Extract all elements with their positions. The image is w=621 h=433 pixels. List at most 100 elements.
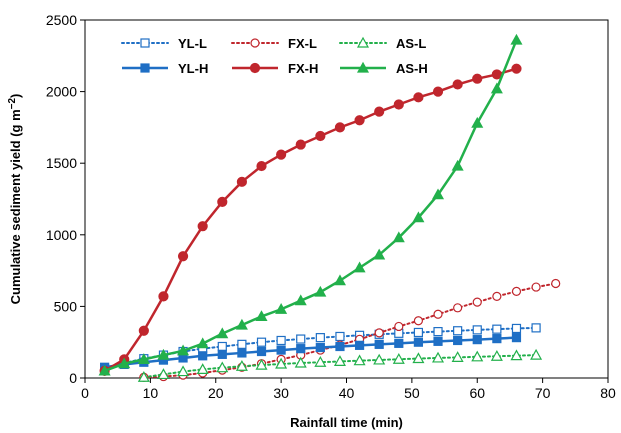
data-point-yl-l xyxy=(492,324,502,334)
data-point-as-l xyxy=(510,349,523,361)
legend-item-fx-l: FX-L xyxy=(231,36,317,51)
data-point-yl-l xyxy=(413,327,424,338)
data-point-yl-h xyxy=(472,335,482,345)
data-point-fx-l xyxy=(394,321,404,332)
data-point-as-h xyxy=(294,294,307,306)
data-point-fx-h xyxy=(472,73,483,84)
series-layer xyxy=(98,33,561,382)
data-point-fx-l xyxy=(453,303,463,313)
data-point-fx-h xyxy=(276,149,287,160)
data-point-yl-h xyxy=(256,346,267,357)
data-point-yl-h xyxy=(198,351,208,361)
legend-label-as-h: AS-H xyxy=(396,61,428,76)
data-point-yl-l xyxy=(433,327,443,337)
data-point-yl-l xyxy=(256,337,267,347)
series-as-l xyxy=(137,348,543,382)
data-point-as-l xyxy=(294,356,307,368)
data-point-yl-h xyxy=(237,348,247,358)
legend-marker-fx-l xyxy=(250,38,260,48)
data-point-as-l xyxy=(451,351,464,362)
data-point-yl-h xyxy=(374,339,384,349)
data-point-as-l xyxy=(373,353,386,365)
y-tick-label: 2500 xyxy=(46,12,77,28)
data-point-as-l xyxy=(137,371,150,382)
data-point-as-h xyxy=(98,364,111,376)
series-line-fx-h xyxy=(103,67,517,372)
data-point-yl-h xyxy=(492,334,502,344)
data-point-fx-h xyxy=(374,106,385,117)
legend: YL-L FX-L AS-L YL-H FX-H AS-H xyxy=(121,36,428,76)
data-point-as-l xyxy=(216,361,229,373)
plot-area xyxy=(84,19,609,379)
data-point-as-l xyxy=(432,351,445,363)
series-as-h xyxy=(98,33,523,376)
data-point-fx-h xyxy=(217,196,228,207)
legend-item-as-l: AS-L xyxy=(339,36,426,51)
data-point-yl-l xyxy=(276,335,286,346)
series-line-fx-l xyxy=(142,282,557,379)
data-point-as-h xyxy=(471,116,484,128)
legend-item-yl-h: YL-H xyxy=(122,61,208,76)
y-tick-label: 500 xyxy=(54,298,78,314)
data-point-fx-h xyxy=(138,325,149,336)
legend-label-fx-l: FX-L xyxy=(288,36,317,51)
data-point-as-h xyxy=(432,188,445,200)
data-point-as-h xyxy=(255,310,268,322)
plot-border xyxy=(84,19,609,379)
data-point-as-h xyxy=(196,337,209,349)
data-point-as-h xyxy=(490,82,503,94)
data-point-fx-l xyxy=(472,297,482,307)
data-point-fx-l xyxy=(413,316,424,326)
data-point-yl-h xyxy=(433,336,443,346)
data-point-yl-l xyxy=(315,333,325,343)
data-point-fx-h xyxy=(177,251,189,262)
data-point-as-h xyxy=(235,318,248,330)
data-point-as-h xyxy=(392,231,405,243)
y-axis-label-sup: −2 xyxy=(7,98,18,110)
series-line-as-h xyxy=(104,39,518,373)
legend-label-fx-h: FX-H xyxy=(288,61,318,76)
data-point-yl-h xyxy=(394,338,404,348)
data-point-as-h xyxy=(216,327,229,339)
data-point-yl-l xyxy=(511,323,522,334)
data-point-as-l xyxy=(196,363,209,375)
data-point-yl-h xyxy=(413,337,424,347)
data-point-yl-h xyxy=(276,345,286,355)
data-point-fx-h xyxy=(295,139,306,150)
x-tick-label: 30 xyxy=(273,385,289,401)
data-point-yl-h xyxy=(511,333,522,343)
data-point-fx-h xyxy=(432,86,444,97)
data-point-as-l xyxy=(392,353,405,364)
data-point-as-l xyxy=(177,365,190,377)
legend-marker-fx-h xyxy=(249,62,261,74)
data-point-yl-l xyxy=(335,331,345,342)
data-point-yl-h xyxy=(354,340,365,350)
y-tick-label: 1500 xyxy=(46,155,77,171)
data-point-as-h xyxy=(333,274,346,286)
legend-marker-yl-h xyxy=(140,63,150,73)
data-point-yl-h xyxy=(335,341,345,352)
data-point-as-h xyxy=(314,285,327,297)
data-point-as-l xyxy=(353,354,366,366)
legend-item-fx-h: FX-H xyxy=(232,61,318,76)
data-point-fx-l xyxy=(551,278,561,289)
x-tick-label: 40 xyxy=(339,385,355,401)
data-point-yl-l xyxy=(296,334,306,344)
data-point-fx-h xyxy=(354,115,365,126)
data-point-fx-h xyxy=(256,160,267,172)
data-point-fx-l xyxy=(492,291,502,301)
data-point-as-l xyxy=(412,352,425,364)
data-point-yl-h xyxy=(296,344,306,354)
series-yl-h xyxy=(100,333,522,372)
x-tick-label: 0 xyxy=(81,385,89,401)
x-tick-label: 10 xyxy=(143,385,159,401)
y-tick-label: 2000 xyxy=(46,84,77,100)
data-point-fx-l xyxy=(374,328,384,338)
data-point-fx-h xyxy=(491,69,502,80)
y-tick-label: 0 xyxy=(69,370,77,386)
data-point-as-l xyxy=(314,356,327,367)
legend-item-yl-l: YL-L xyxy=(121,36,207,51)
data-point-fx-l xyxy=(531,282,541,292)
x-tick-label: 70 xyxy=(535,385,551,401)
